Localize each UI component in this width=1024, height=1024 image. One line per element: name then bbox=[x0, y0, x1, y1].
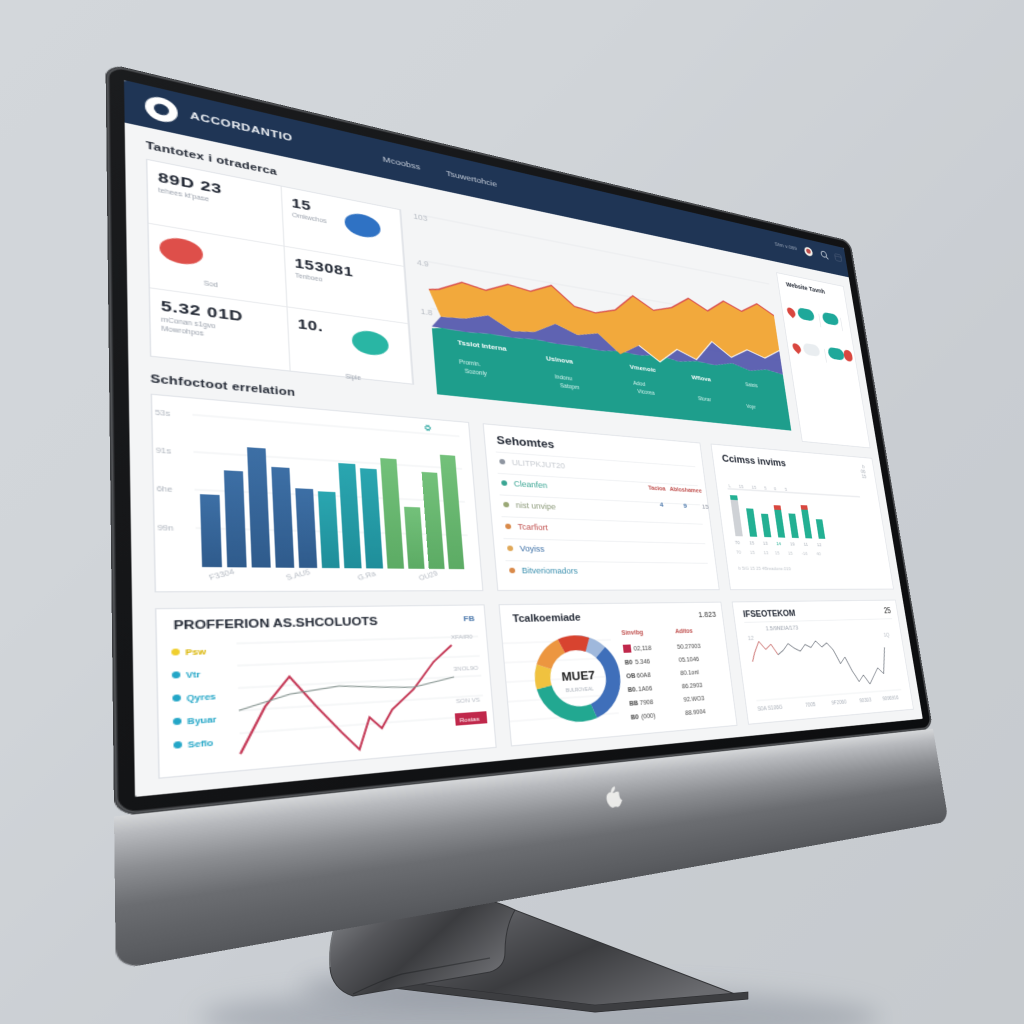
svg-text:15: 15 bbox=[788, 551, 793, 556]
svg-text:15: 15 bbox=[751, 485, 756, 490]
svg-text:-16: -16 bbox=[801, 551, 808, 556]
svg-text:S.AU5: S.AU5 bbox=[285, 567, 312, 582]
svg-text:B0: B0 bbox=[624, 658, 633, 666]
svg-text:5.346: 5.346 bbox=[635, 657, 651, 665]
svg-text:⛭: ⛭ bbox=[424, 424, 432, 432]
svg-text:L: L bbox=[728, 483, 731, 488]
svg-text:SON VS: SON VS bbox=[456, 697, 481, 705]
svg-text:OB: OB bbox=[626, 672, 636, 680]
svg-text:F3304: F3304 bbox=[208, 567, 237, 582]
svg-text:6he: 6he bbox=[157, 484, 174, 494]
svg-text:05.1046: 05.1046 bbox=[678, 655, 700, 663]
svg-text:80.1onl: 80.1onl bbox=[680, 668, 700, 676]
svg-text:G.Ra: G.Ra bbox=[356, 569, 377, 582]
svg-text:7005: 7005 bbox=[805, 701, 816, 708]
svg-text:B0.: B0. bbox=[627, 685, 637, 693]
svg-text:Sinvibg: Sinvibg bbox=[621, 628, 643, 636]
svg-text:1A06: 1A06 bbox=[638, 684, 653, 693]
svg-text:53s: 53s bbox=[155, 408, 170, 418]
svg-text:Vopr: Vopr bbox=[746, 403, 756, 410]
svg-text:7908: 7908 bbox=[639, 698, 653, 707]
svg-text:70: 70 bbox=[735, 540, 741, 546]
svg-text:40: 40 bbox=[816, 551, 821, 556]
svg-text:99n: 99n bbox=[157, 523, 174, 533]
svg-text:Aditos: Aditos bbox=[675, 627, 694, 635]
svg-text:91s: 91s bbox=[156, 446, 171, 456]
svg-text:60A8: 60A8 bbox=[636, 671, 651, 679]
svg-text:S0A S106G: S0A S106G bbox=[757, 704, 783, 712]
svg-text:15: 15 bbox=[738, 484, 744, 490]
svg-text:12: 12 bbox=[747, 634, 754, 641]
svg-text:9F2060: 9F2060 bbox=[831, 699, 847, 706]
svg-text:12: 12 bbox=[817, 542, 822, 547]
svg-text:5: 5 bbox=[764, 486, 767, 491]
svg-text:(000): (000) bbox=[641, 711, 656, 720]
svg-text:15: 15 bbox=[750, 550, 756, 555]
svg-text:19: 19 bbox=[790, 542, 795, 547]
svg-text:92.WO3: 92.WO3 bbox=[683, 694, 705, 703]
svg-text:3NOL9O: 3NOL9O bbox=[453, 665, 479, 673]
svg-text:88.9004: 88.9004 bbox=[685, 707, 707, 716]
svg-text:86.2903: 86.2903 bbox=[681, 681, 703, 690]
svg-text:B0: B0 bbox=[630, 713, 639, 721]
svg-text:70: 70 bbox=[736, 550, 742, 555]
svg-text:15: 15 bbox=[775, 550, 780, 555]
svg-text:11: 11 bbox=[803, 542, 808, 547]
svg-text:5: 5 bbox=[785, 487, 788, 492]
svg-text:BB: BB bbox=[629, 699, 639, 707]
svg-text:XFAIR0: XFAIR0 bbox=[451, 634, 473, 641]
svg-text:50.27003: 50.27003 bbox=[677, 642, 702, 650]
svg-text:13: 13 bbox=[763, 541, 768, 546]
svg-text:MUE7: MUE7 bbox=[561, 669, 596, 684]
svg-text:90303: 90303 bbox=[859, 697, 872, 704]
svg-text:BULROVEAL: BULROVEAL bbox=[566, 687, 595, 694]
svg-text:OU29: OU29 bbox=[417, 569, 439, 582]
svg-text:13: 13 bbox=[763, 550, 768, 555]
svg-text:02,118: 02,118 bbox=[633, 644, 652, 652]
svg-text:9096916: 9096916 bbox=[882, 695, 899, 702]
svg-text:b 5iG 15 25 4Breado: b 5iG 15 25 4Breadone.019 bbox=[738, 566, 791, 572]
svg-text:14: 14 bbox=[776, 541, 781, 546]
svg-text:15: 15 bbox=[749, 540, 755, 545]
svg-text:1Q: 1Q bbox=[883, 631, 890, 638]
svg-text:0: 0 bbox=[774, 486, 777, 491]
